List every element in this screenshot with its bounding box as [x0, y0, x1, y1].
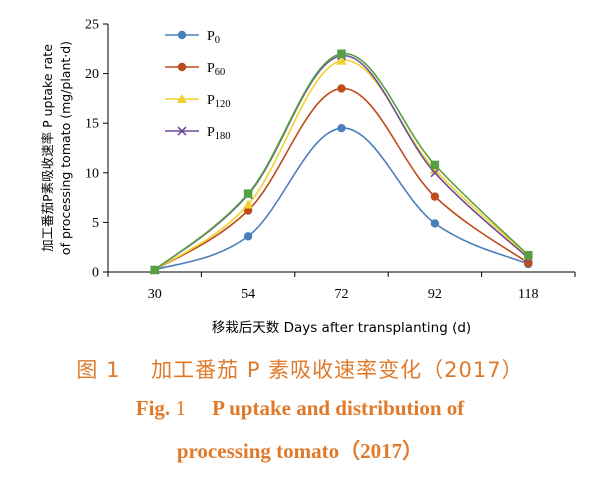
point-p0: [243, 232, 253, 241]
caption-en-number: 1: [175, 396, 186, 420]
legend-label: P60: [207, 61, 225, 78]
legend-marker: [177, 62, 187, 72]
point-p120: [243, 199, 254, 209]
chart-legend: P0 P60 P120 P180: [165, 29, 231, 142]
legend-marker: [177, 30, 187, 40]
x-tick-label: 54: [241, 287, 255, 302]
x-tick-label: 72: [335, 287, 349, 302]
point-unlabeled: [337, 49, 346, 58]
y-axis-title: 加工番茄P素吸收速率 P uptake rate of processing to…: [40, 41, 73, 255]
series-line-p0: [154, 127, 529, 271]
caption-cn-number: 1: [106, 358, 121, 382]
legend-label: P180: [207, 125, 231, 142]
series-line-p60: [154, 87, 529, 271]
x-tick-label: 92: [428, 287, 442, 302]
point-p60: [337, 84, 346, 93]
legend-entry-p180: P180: [165, 125, 231, 142]
y-tick-label: 25: [85, 18, 99, 33]
point-p120: [336, 55, 347, 65]
caption-en-label: Fig.: [135, 396, 171, 420]
x-axis-title: 移栽后天数 Days after transplanting (d): [212, 320, 471, 336]
y-tick-label: 5: [92, 216, 99, 231]
caption-en-text2: processing tomato（2017）: [176, 439, 424, 463]
legend-marker-stroke: [177, 126, 187, 136]
legend-label: P120: [207, 93, 231, 110]
axis-labels: 移栽后天数 Days after transplanting (d) 加工番茄P素…: [40, 41, 471, 336]
y-tick-label: 20: [85, 67, 99, 82]
legend-marker: [177, 94, 187, 103]
y-axis-title-line2: of processing tomato (mg/plant·d): [58, 41, 73, 255]
y-tick-label: 15: [85, 117, 99, 132]
point-unlabeled: [524, 250, 533, 260]
point-unlabeled: [430, 160, 440, 170]
y-axis-title-line1: 加工番茄P素吸收速率 P uptake rate: [40, 44, 55, 252]
legend-label: P0: [207, 29, 220, 46]
caption-english-line1: Fig. 1 P uptake and distribution of: [0, 396, 600, 421]
point-p0: [337, 123, 346, 133]
x-tick-label: 30: [148, 287, 162, 302]
y-tick-label: 10: [85, 166, 99, 181]
chart-axes: 0 5 10 15 20 25 30 54 72 92 118: [85, 18, 576, 302]
point-p60: [430, 192, 440, 201]
caption-cn-label: 图: [76, 358, 99, 382]
series-layer: [149, 49, 534, 275]
series-p0: [150, 123, 533, 275]
point-p180: [430, 168, 440, 178]
line-chart: 0 5 10 15 20 25 30 54 72 92 118 P0 P60 P120 P180 移栽后天…: [40, 18, 576, 336]
legend-entry-p120: P120: [165, 93, 231, 110]
point-unlabeled: [150, 265, 159, 275]
legend-entry-p60: P60: [165, 61, 225, 78]
caption-chinese: 图 1 加工番茄 P 素吸收速率变化（2017）: [0, 354, 600, 384]
point-p0: [430, 219, 440, 228]
caption-en-text: P uptake and distribution of: [212, 396, 465, 420]
legend-entry-p0: P0: [165, 29, 220, 46]
series-unlabeled: [150, 49, 533, 275]
point-p180-stroke: [430, 168, 440, 178]
y-tick-label: 0: [92, 266, 99, 281]
point-p120: [429, 164, 440, 174]
legend-marker: [177, 126, 187, 136]
caption-english-line2: processing tomato（2017）: [0, 435, 600, 465]
caption-cn-text: 加工番茄 P 素吸收速率变化（2017）: [151, 358, 524, 382]
point-unlabeled: [243, 189, 253, 198]
x-tick-label: 118: [518, 287, 538, 302]
